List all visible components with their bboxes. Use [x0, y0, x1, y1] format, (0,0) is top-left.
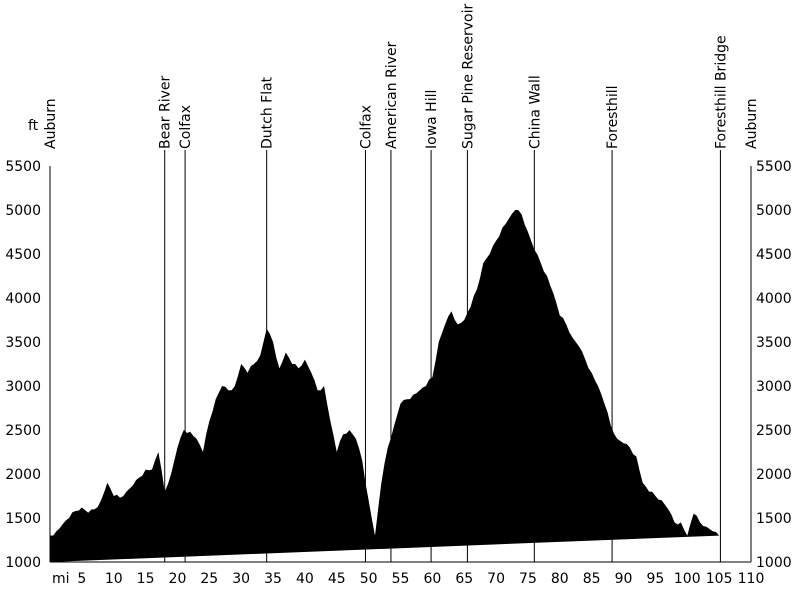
x-axis-unit-label: mi [52, 571, 70, 587]
y-tick-label-right: 5000 [756, 203, 792, 219]
x-tick-label: 75 [519, 571, 537, 587]
y-tick-label-right: 2000 [756, 467, 792, 483]
x-tick-label: 20 [169, 571, 187, 587]
y-tick-label-left: 4500 [5, 247, 41, 263]
y-tick-label-left: 3000 [5, 379, 41, 395]
landmark-label: American River [384, 41, 400, 149]
x-tick-label: 70 [487, 571, 505, 587]
y-tick-label-right: 1500 [756, 511, 792, 527]
landmark-label: China Wall [527, 75, 543, 149]
x-tick-label: 65 [455, 571, 473, 587]
x-tick-label: 25 [200, 571, 218, 587]
x-tick-label: 30 [232, 571, 250, 587]
x-ticks: 5 10 15 20 25 30 35 40 45 50 55 60 65 70 75 80 85 90 95 100… [77, 571, 764, 587]
x-tick-label: 15 [137, 571, 155, 587]
landmark-label: Auburn [744, 98, 760, 149]
x-tick-label: 55 [392, 571, 410, 587]
x-tick-label: 40 [296, 571, 314, 587]
x-tick-label: 95 [646, 571, 664, 587]
y-tick-label-right: 4000 [756, 291, 792, 307]
x-tick-label: 50 [360, 571, 378, 587]
x-tick-label: 60 [423, 571, 441, 587]
x-tick-label: 45 [328, 571, 346, 587]
y-tick-label-left: 5000 [5, 203, 41, 219]
y-ticks-left: 1000 1500 2000 2500 3000 3500 4000 4500 5000 5500 [5, 159, 41, 571]
x-tick-label: 80 [551, 571, 569, 587]
x-tick-label: 85 [583, 571, 601, 587]
x-tick-label: 10 [105, 571, 123, 587]
x-tick-label: 5 [77, 571, 86, 587]
landmark-label: Colfax [178, 105, 194, 149]
landmark-lines [164, 150, 721, 562]
y-tick-label-right: 1000 [756, 555, 792, 571]
x-tick-label: 105 [706, 571, 733, 587]
landmark-label: Auburn [43, 98, 59, 149]
y-tick-label-right: 3000 [756, 379, 792, 395]
y-tick-label-left: 2500 [5, 423, 41, 439]
y-tick-label-left: 3500 [5, 335, 41, 351]
x-tick-label: 110 [738, 571, 765, 587]
y-axis-unit-label: ft [28, 118, 39, 134]
y-tick-label-left: 5500 [5, 159, 41, 175]
landmark-label: Foresthill Bridge [713, 35, 729, 149]
y-tick-label-right: 5500 [756, 159, 792, 175]
landmark-label: Bear River [158, 75, 174, 149]
y-tick-label-left: 2000 [5, 467, 41, 483]
landmark-label: Sugar Pine Reservoir [460, 3, 476, 149]
landmark-label: Colfax [358, 105, 374, 149]
x-tick-label: 90 [615, 571, 633, 587]
landmark-label: Dutch Flat [260, 76, 276, 149]
y-tick-label-left: 4000 [5, 291, 41, 307]
landmark-label: Foresthill [605, 85, 621, 149]
y-tick-label-right: 2500 [756, 423, 792, 439]
landmark-labels: Auburn Bear River Colfax Dutch Flat Colfax Am… [43, 3, 760, 149]
y-tick-label-right: 3500 [756, 335, 792, 351]
y-tick-label-right: 4500 [756, 247, 792, 263]
y-tick-label-left: 1500 [5, 511, 41, 527]
y-ticks-right: 1000 1500 2000 2500 3000 3500 4000 4500 5000 5500 [756, 159, 792, 571]
y-tick-label-left: 1000 [5, 555, 41, 571]
x-tick-label: 35 [264, 571, 282, 587]
x-tick-label: 100 [674, 571, 701, 587]
landmark-label: Iowa Hill [424, 90, 440, 149]
elevation-profile-area [50, 210, 720, 562]
